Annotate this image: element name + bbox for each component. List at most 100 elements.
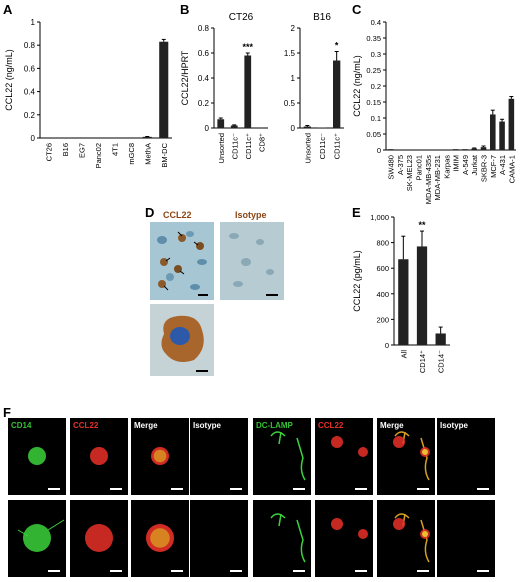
if-image-art [85,524,113,552]
y-tick-label: 0.4 [371,18,381,27]
if-image-art [393,513,430,563]
if-image-r1-c1: CD14 [8,418,66,495]
x-tick-label: Panc01 [415,155,424,180]
x-tick-label: CD11c⁺ [244,133,253,159]
panel-letter-e: E [352,205,361,220]
bar [425,149,431,150]
if-channel-label: Merge [380,421,404,430]
y-tick-label: 0.2 [198,99,210,108]
x-tick-label: IMIM [452,155,461,172]
if-image-art [437,500,495,577]
y-tick-label: 1 [31,18,36,27]
scale-bar [230,488,242,490]
panel-letter-a: A [3,2,13,17]
x-tick-label: CD11c⁻ [230,133,239,159]
bar [480,147,487,150]
chart-title: B16 [313,12,331,23]
x-tick-label: SW480 [387,155,396,180]
bar [435,333,446,345]
x-tick-label: CD11c⁺ [333,133,342,159]
x-tick-label: Jurkat [470,154,479,175]
chart-b-ct26: 0 0.2 0.4 0.6 0.8 CCL22/HPRT CT26 Unsorted CD11c… [180,12,268,163]
y-tick-label: 0.35 [366,34,381,43]
y-tick-label: 200 [376,315,389,324]
bar [142,136,152,138]
ihc-isotype-art [229,233,278,296]
if-image-art [190,500,248,577]
if-channel-label: DC-LAMP [256,421,293,430]
y-tick-label: 0.4 [198,74,210,83]
ihc-ccl22-label: CCL22 [163,210,192,220]
if-image-art [270,431,306,481]
bar [452,149,459,150]
ihc-isotype-image [220,222,284,300]
if-image-r2-c6 [315,500,373,577]
panel-letter-b: B [180,2,190,17]
bar [499,121,505,150]
significance-marker: *** [242,42,253,52]
bar [416,246,428,345]
if-image-art [151,447,169,465]
panel-letter-d: D [145,205,155,220]
y-tick-label: 0 [291,124,296,133]
if-image-r1-c5: DC-LAMP [253,418,311,495]
bar [434,149,440,150]
x-tick-label: CT26 [44,143,53,161]
x-tick-label: Unsorted [217,133,226,163]
y-tick-label: 0.2 [371,82,381,91]
x-tick-label: MDA-MB-435s [424,155,433,204]
if-channel-label: CCL22 [73,421,99,430]
scale-bar [355,570,367,572]
y-axis-label: CCL22 (ng/mL) [4,49,14,111]
ihc-ccl22-zoom-image [150,304,214,376]
scale-bar [110,570,122,572]
if-image-art [393,431,430,481]
y-tick-label: 1.5 [284,49,296,58]
scale-bar [110,488,122,490]
chart-b-b16: 0 0.5 1 1.5 2 B16 Unsorted CD11c⁻ * CD11c⁺ [284,12,344,163]
y-axis-label: CCL22/HPRT [180,50,190,105]
y-axis-label: CCL22 (pg/mL) [352,250,362,312]
x-tick-label: SKBR-3 [480,155,489,182]
if-image-r2-c1 [8,500,66,577]
bar [415,149,422,150]
if-channel-label: Isotype [440,421,469,430]
y-tick-label: 0.15 [366,98,381,107]
y-tick-label: 800 [376,239,389,248]
chart-title: CT26 [229,12,254,23]
x-tick-label: All [399,350,408,359]
y-tick-label: 0.5 [284,99,296,108]
y-tick-label: 0.8 [198,24,210,33]
if-image-r1-c6: CCL22 [315,418,373,495]
bar [398,259,409,345]
bar [490,114,496,150]
x-tick-label: MDA-MB-231 [433,155,442,200]
scale-bar [417,488,429,490]
scale-bar [477,488,489,490]
panel-letter-c: C [352,2,362,17]
if-image-r1-c4: Isotype [190,418,248,495]
ihc-ccl22-art [157,231,208,296]
chart-a: 0 0.2 0.4 0.6 0.8 1 CCL22 (ng/mL) CT26 B16 EG7 Pan… [4,18,172,168]
if-image-art [146,524,174,552]
if-channel-label: CCL22 [318,421,344,430]
y-tick-label: 0.4 [24,88,36,97]
scale-bar [293,488,305,490]
y-tick-label: 0.2 [24,111,36,120]
x-tick-label: A-375 [396,155,405,175]
y-tick-label: 0.05 [366,130,381,139]
scale-bar [48,488,60,490]
if-image-r2-c5 [253,500,311,577]
y-tick-label: 0 [385,341,389,350]
if-image-r1-c8: Isotype [437,418,495,495]
if-channel-label: Isotype [193,421,222,430]
x-tick-label: A-431 [498,155,507,175]
bar [397,149,403,150]
y-tick-label: 0 [377,146,381,155]
chart-e: 0 200 400 600 800 1,000 CCL22 (pg/mL) All ** CD14… [352,213,450,373]
ihc-ccl22-image [150,222,214,300]
y-axis-label: CCL22 (ng/mL) [352,55,362,117]
x-tick-label: CD8⁺ [257,133,266,152]
if-image-art [28,447,46,465]
y-tick-label: 0 [31,134,36,143]
